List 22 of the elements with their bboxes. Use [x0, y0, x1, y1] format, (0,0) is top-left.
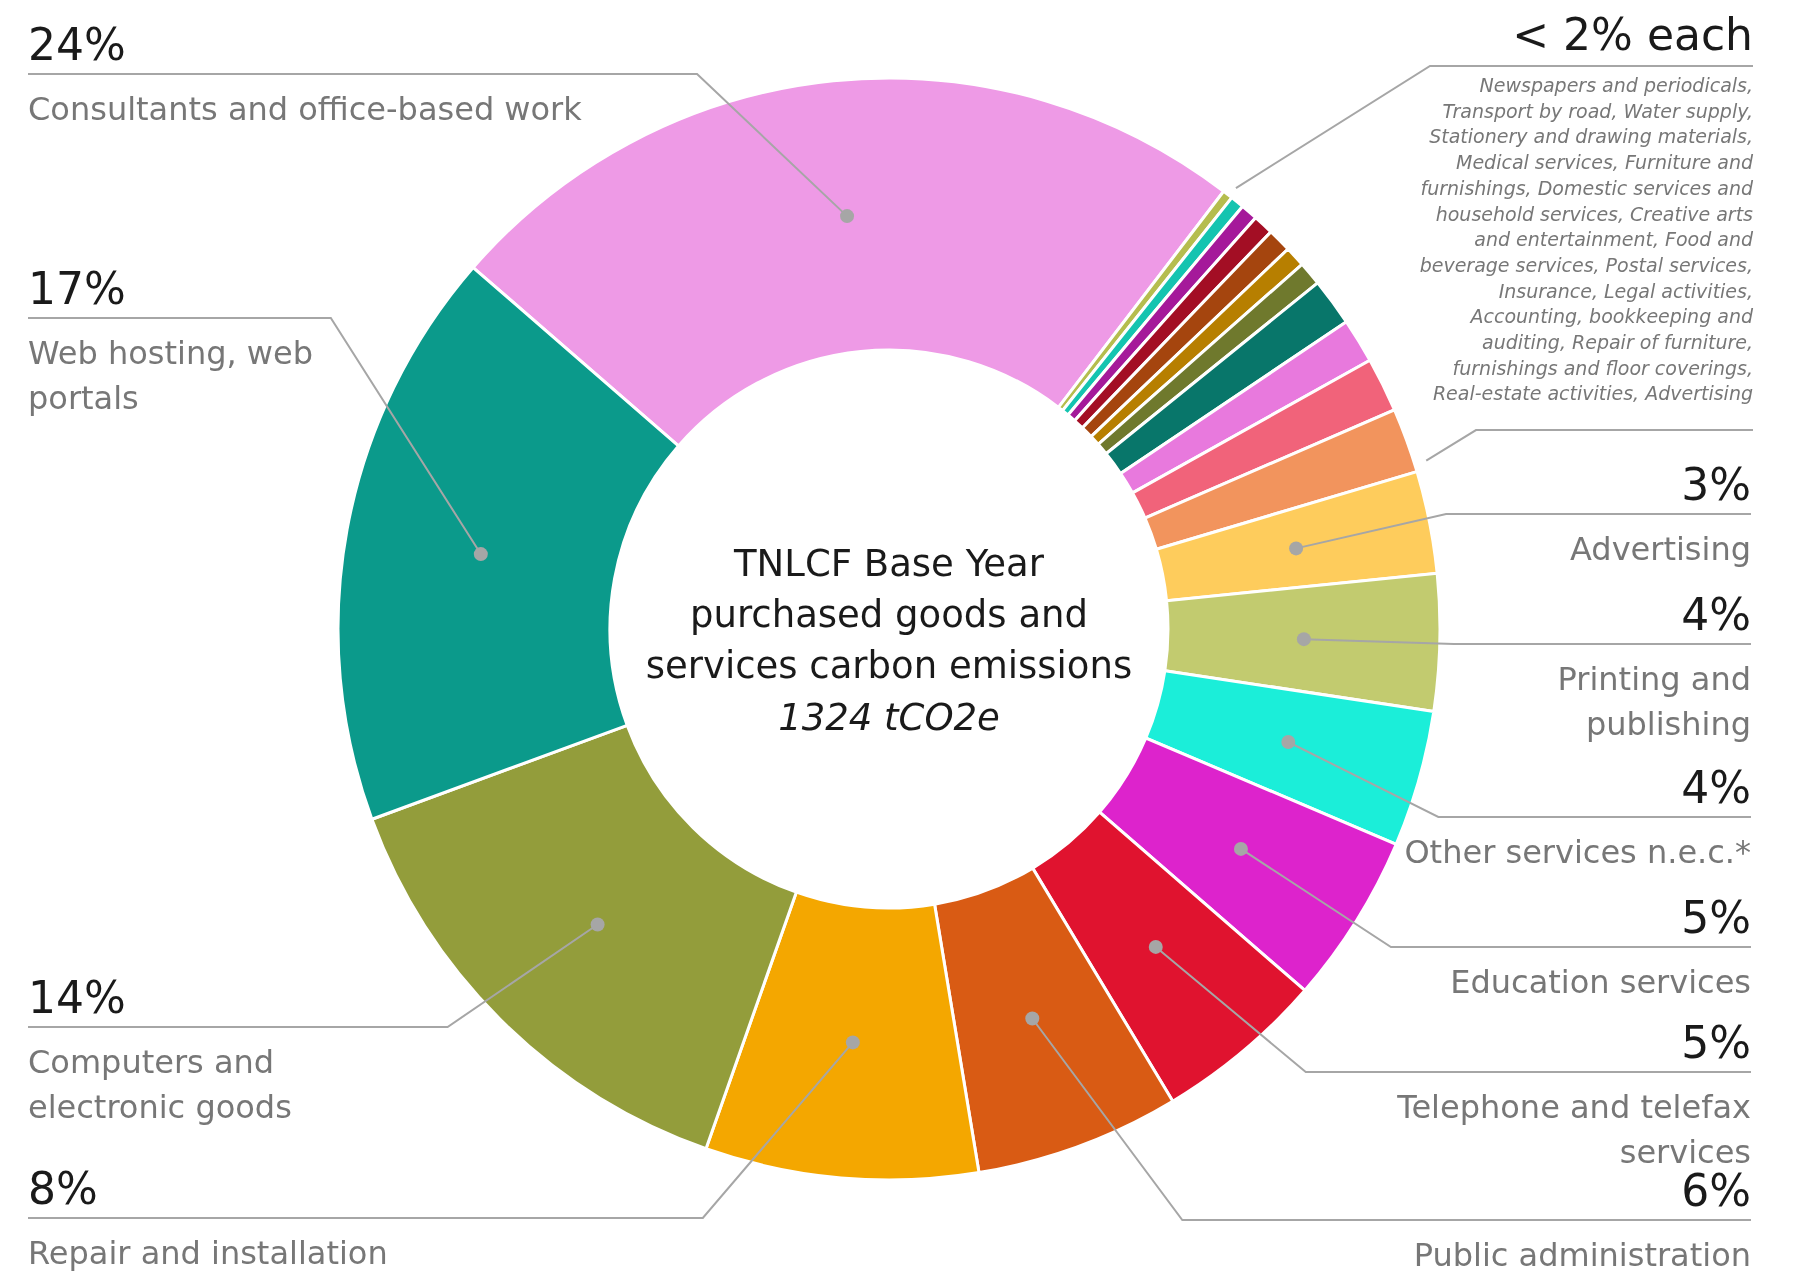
- text: 1324 tCO2e: [778, 696, 1000, 739]
- data-label: 4%: [1681, 762, 1751, 813]
- slice-label: Repair and installation: [28, 1234, 388, 1272]
- slice-label: Consultants and office-based work: [28, 90, 583, 128]
- slice-label: Other services n.e.c.*: [1404, 833, 1751, 871]
- data-label: 24%: [28, 19, 126, 70]
- slice-label: Printing and publishing: [1557, 660, 1751, 743]
- text: < 2% each: [1512, 9, 1753, 60]
- data-label: 5%: [1681, 892, 1751, 943]
- data-label: 17%: [28, 263, 126, 314]
- text: TNLCF Base Year purchased goods and services carbon emissions: [645, 542, 1133, 687]
- data-label: 8%: [28, 1163, 98, 1214]
- text: Newspapers and periodicals, Transport by road, Water supply, Stationery and drawing materials, Medical services, Furniture and furnishings, Domestic services and household services, Creative arts and entertainment, Food and beverage services, Postal services, Insurance, Legal activities, Accounting, bookkeeping and auditing, Repair of furniture, furnishings and floor coverings, Real-estate activities, Advertising: [1419, 74, 1753, 405]
- data-label: 14%: [28, 972, 126, 1023]
- slice-label: Education services: [1450, 963, 1751, 1001]
- data-label: 3%: [1681, 459, 1751, 510]
- slice-label: Computers and electronic goods: [28, 1043, 292, 1126]
- data-label: 4%: [1681, 589, 1751, 640]
- slice-label: Advertising: [1569, 530, 1751, 568]
- slice-label: Public administration: [1413, 1236, 1751, 1274]
- data-label: 5%: [1681, 1017, 1751, 1068]
- slice-label: Web hosting, web portals: [28, 334, 314, 417]
